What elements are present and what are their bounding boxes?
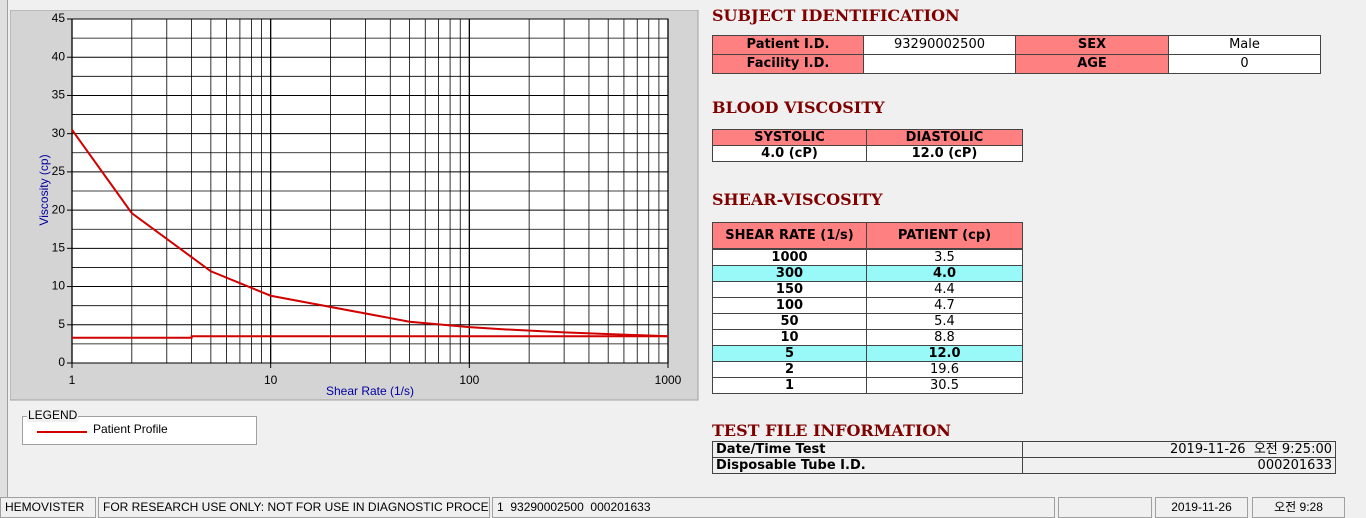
status-text: 2019-11-26 bbox=[1155, 497, 1248, 518]
table-cell: 12.0 (cP) bbox=[866, 145, 1023, 162]
status-text: 1 93290002500 000201633 bbox=[492, 497, 1055, 518]
table-cell: PATIENT (cp) bbox=[866, 222, 1023, 249]
status-text: HEMOVISTER bbox=[0, 497, 96, 518]
y-tick-label: 25 bbox=[52, 164, 66, 178]
table-cell: Male bbox=[1168, 35, 1321, 55]
y-tick-label: 35 bbox=[52, 88, 66, 102]
table-cell: Disposable Tube I.D. bbox=[712, 457, 1023, 474]
table-cell: 19.6 bbox=[866, 361, 1023, 378]
table-cell: 3.5 bbox=[866, 249, 1023, 266]
status-panel bbox=[1058, 497, 1152, 518]
section-title: SUBJECT IDENTIFICATION bbox=[712, 6, 960, 25]
status-text: 오전 9:28 bbox=[1252, 497, 1345, 518]
y-tick-label: 15 bbox=[52, 241, 66, 255]
legend: LEGEND Patient Profile bbox=[22, 408, 257, 445]
table-cell: AGE bbox=[1015, 54, 1169, 74]
table-cell: 10 bbox=[712, 329, 867, 346]
table-cell: 1000 bbox=[712, 249, 867, 266]
section-title: SHEAR-VISCOSITY bbox=[712, 190, 883, 209]
legend-swatch bbox=[37, 431, 87, 433]
table-cell: 0 bbox=[1168, 54, 1321, 74]
section-title: BLOOD VISCOSITY bbox=[712, 98, 885, 117]
table-cell: 4.7 bbox=[866, 297, 1023, 314]
data-line bbox=[71, 129, 669, 338]
table-cell: 8.8 bbox=[866, 329, 1023, 346]
legend-title: LEGEND bbox=[27, 408, 79, 422]
x-tick-label: 100 bbox=[459, 373, 479, 387]
table-cell: DIASTOLIC bbox=[866, 129, 1023, 146]
table-cell: Patient I.D. bbox=[712, 35, 864, 55]
y-tick-label: 40 bbox=[52, 49, 66, 63]
y-tick-label: 30 bbox=[52, 126, 66, 140]
y-tick-label: 45 bbox=[52, 11, 66, 25]
plot-frame bbox=[71, 18, 669, 364]
table-cell: 300 bbox=[712, 265, 867, 282]
data-line bbox=[72, 335, 668, 339]
y-tick-label: 20 bbox=[52, 202, 66, 216]
table-cell: Date/Time Test bbox=[712, 441, 1023, 458]
table-cell: Facility I.D. bbox=[712, 54, 864, 74]
section-title: TEST FILE INFORMATION bbox=[712, 421, 951, 440]
table-cell: 2 bbox=[712, 361, 867, 378]
legend-label: Patient Profile bbox=[93, 422, 168, 436]
table-cell: SEX bbox=[1015, 35, 1169, 55]
x-axis-label: Shear Rate (1/s) bbox=[326, 384, 414, 398]
table-cell: 150 bbox=[712, 281, 867, 298]
x-tick-label: 10 bbox=[264, 373, 278, 387]
table-cell: 100 bbox=[712, 297, 867, 314]
table-cell: 30.5 bbox=[866, 377, 1023, 394]
table-cell: 000201633 bbox=[1022, 457, 1336, 474]
table-cell: 2019-11-26 오전 9:25:00 bbox=[1022, 441, 1336, 458]
table-cell: SYSTOLIC bbox=[712, 129, 867, 146]
x-tick-label: 1000 bbox=[655, 373, 682, 387]
table-cell: 1 bbox=[712, 377, 867, 394]
table-cell: 93290002500 bbox=[863, 35, 1016, 55]
y-tick-label: 10 bbox=[52, 279, 66, 293]
y-tick-label: 0 bbox=[58, 355, 65, 369]
x-tick-label: 1 bbox=[69, 373, 76, 387]
y-tick-label: 5 bbox=[58, 317, 65, 331]
table-cell: 50 bbox=[712, 313, 867, 330]
table-cell bbox=[863, 54, 1016, 74]
y-axis-label: Viscosity (cp) bbox=[37, 154, 51, 225]
table-cell: 5 bbox=[712, 345, 867, 362]
table-cell: SHEAR RATE (1/s) bbox=[712, 222, 867, 249]
table-cell: 4.4 bbox=[866, 281, 1023, 298]
table-cell: 12.0 bbox=[866, 345, 1023, 362]
chart: 0 5 10 15 20 25 30 35 40 45 1 10 100 1000 Shear Rate (… bbox=[10, 10, 699, 401]
table-cell: 5.4 bbox=[866, 313, 1023, 330]
left-edge bbox=[0, 0, 8, 497]
table-cell: 4.0 bbox=[866, 265, 1023, 282]
table-cell: 4.0 (cP) bbox=[712, 145, 867, 162]
status-text: FOR RESEARCH USE ONLY: NOT FOR USE IN DI… bbox=[98, 497, 490, 518]
